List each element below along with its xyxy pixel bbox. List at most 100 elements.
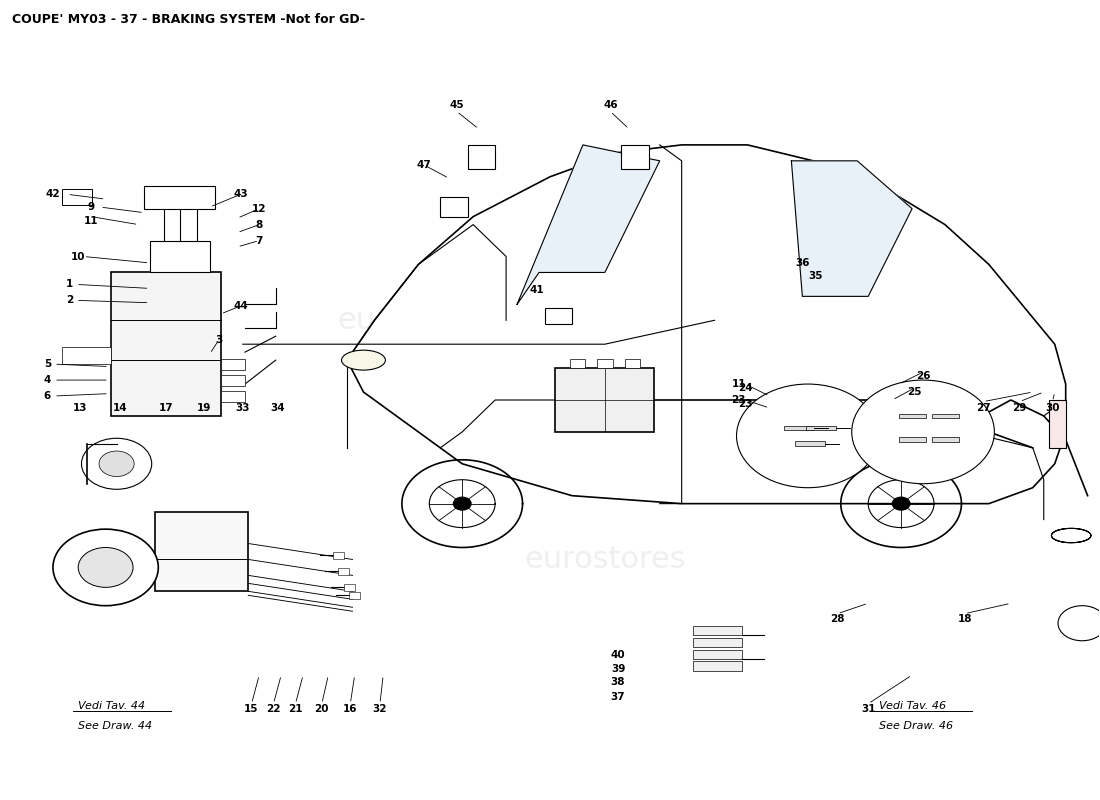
Bar — [349, 592, 360, 598]
Bar — [343, 584, 354, 590]
Bar — [621, 145, 649, 169]
Bar — [556, 368, 654, 432]
Bar — [111, 273, 221, 416]
Text: 16: 16 — [343, 704, 358, 714]
Bar — [155, 512, 249, 591]
Text: 6: 6 — [44, 391, 51, 401]
Bar — [693, 650, 742, 659]
Text: 29: 29 — [1012, 403, 1026, 413]
Circle shape — [892, 498, 910, 510]
Bar — [899, 414, 926, 418]
Text: 10: 10 — [70, 251, 86, 262]
Bar — [544, 308, 572, 324]
Bar — [597, 358, 613, 368]
Circle shape — [851, 380, 994, 484]
Bar — [468, 145, 495, 169]
Text: 43: 43 — [233, 190, 248, 199]
Text: COUPE' MY03 - 37 - BRAKING SYSTEM -Not for GD-: COUPE' MY03 - 37 - BRAKING SYSTEM -Not f… — [12, 14, 365, 26]
Text: 20: 20 — [315, 704, 329, 714]
Text: 3: 3 — [214, 335, 222, 346]
Text: 44: 44 — [233, 301, 248, 311]
Text: 37: 37 — [610, 691, 625, 702]
Text: Vedi Tav. 44: Vedi Tav. 44 — [78, 701, 145, 711]
Text: 28: 28 — [830, 614, 845, 624]
Bar — [805, 426, 836, 430]
Circle shape — [53, 529, 158, 606]
Text: 18: 18 — [957, 614, 972, 624]
Text: 39: 39 — [610, 664, 625, 674]
Circle shape — [1058, 606, 1100, 641]
Text: 36: 36 — [795, 258, 810, 268]
Text: 13: 13 — [73, 403, 88, 413]
Text: Vedi Tav. 46: Vedi Tav. 46 — [879, 701, 946, 711]
Text: 27: 27 — [976, 403, 991, 413]
Bar — [62, 189, 92, 205]
Text: 24: 24 — [738, 383, 752, 393]
Polygon shape — [346, 145, 1066, 504]
Text: 5: 5 — [44, 359, 51, 369]
Text: 38: 38 — [610, 678, 625, 687]
Text: 1: 1 — [66, 279, 73, 290]
Text: 17: 17 — [158, 403, 174, 413]
Bar — [221, 375, 245, 386]
Text: 15: 15 — [244, 704, 258, 714]
Bar — [794, 442, 825, 446]
Text: 12: 12 — [252, 204, 266, 214]
Text: 11: 11 — [84, 216, 99, 226]
Bar — [62, 346, 111, 364]
Circle shape — [737, 384, 879, 488]
Circle shape — [78, 547, 133, 587]
Text: 34: 34 — [271, 403, 285, 413]
Bar — [1049, 400, 1066, 448]
Text: 33: 33 — [235, 403, 250, 413]
Text: 19: 19 — [197, 403, 211, 413]
Text: 26: 26 — [916, 371, 931, 381]
Text: 23: 23 — [738, 399, 752, 409]
Bar — [144, 186, 216, 209]
Bar — [221, 359, 245, 370]
Bar — [932, 438, 959, 442]
Text: 21: 21 — [288, 704, 302, 714]
Text: eurostores: eurostores — [338, 306, 499, 334]
Text: 7: 7 — [255, 235, 263, 246]
Bar — [783, 426, 814, 430]
Bar — [693, 662, 742, 671]
Text: 41: 41 — [529, 285, 544, 295]
Polygon shape — [791, 161, 912, 296]
Text: 47: 47 — [417, 160, 431, 170]
Text: 2: 2 — [66, 295, 73, 306]
Bar — [332, 552, 343, 558]
Text: 31: 31 — [861, 704, 876, 714]
Text: 45: 45 — [450, 100, 464, 110]
Bar — [899, 438, 926, 442]
Bar — [150, 241, 210, 273]
Text: 32: 32 — [373, 704, 387, 714]
Bar — [693, 638, 742, 647]
Text: 9: 9 — [88, 202, 95, 212]
Polygon shape — [517, 145, 660, 304]
Circle shape — [81, 438, 152, 490]
Text: 4: 4 — [44, 375, 52, 385]
Bar — [932, 414, 959, 418]
Bar — [440, 197, 467, 217]
Text: 14: 14 — [112, 403, 128, 413]
Text: 35: 35 — [808, 271, 823, 282]
Ellipse shape — [341, 350, 385, 370]
Circle shape — [453, 498, 471, 510]
Bar — [338, 568, 349, 574]
Text: 8: 8 — [255, 220, 263, 230]
Text: 46: 46 — [603, 100, 618, 110]
Text: 22: 22 — [266, 704, 280, 714]
Text: 23: 23 — [732, 395, 746, 405]
Text: 42: 42 — [45, 190, 60, 199]
Text: See Draw. 46: See Draw. 46 — [879, 721, 954, 731]
Circle shape — [99, 451, 134, 477]
Text: eurostores: eurostores — [524, 545, 685, 574]
Text: 40: 40 — [610, 650, 625, 660]
Text: 11: 11 — [732, 379, 746, 389]
Bar — [693, 626, 742, 635]
Bar — [570, 358, 585, 368]
Text: 30: 30 — [1045, 403, 1059, 413]
Text: See Draw. 44: See Draw. 44 — [78, 721, 152, 731]
Bar — [625, 358, 640, 368]
